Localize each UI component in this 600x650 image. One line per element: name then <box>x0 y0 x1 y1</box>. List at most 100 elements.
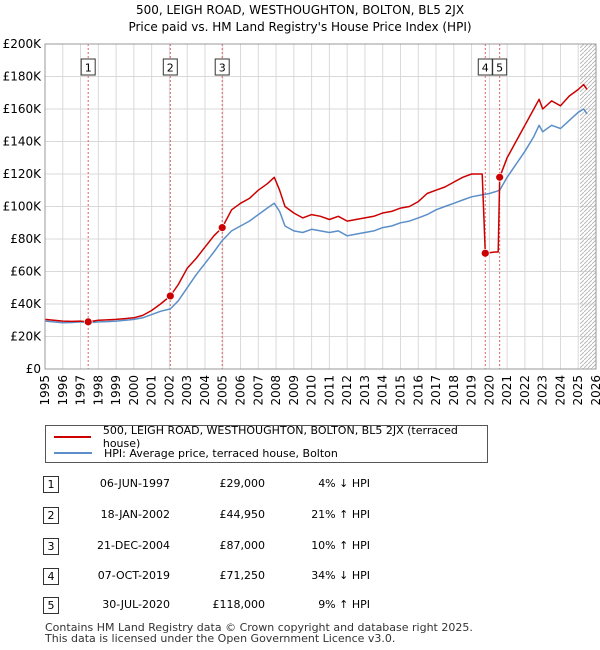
x-tick-label: 2008 <box>269 375 283 406</box>
x-tick-label: 2021 <box>500 375 514 406</box>
x-tick-label: 2001 <box>145 375 159 406</box>
transaction-label-box <box>492 58 508 76</box>
row-date: 21-DEC-2004 <box>96 539 170 552</box>
x-tick-label: 1996 <box>56 375 70 406</box>
transaction-label-box <box>214 58 230 76</box>
property-price-line <box>44 83 588 323</box>
sale-marker <box>480 248 490 258</box>
plot-border <box>44 43 597 370</box>
x-tick-label: 2026 <box>589 375 600 406</box>
row-price: £29,000 <box>219 477 266 490</box>
legend: 500, LEIGH ROAD, WESTHOUGHTON, BOLTON, B… <box>45 424 488 463</box>
row-price: £87,000 <box>219 539 266 552</box>
row-date: 30-JUL-2020 <box>102 598 170 611</box>
table-row: 3 21-DEC-2004 £87,000 10% ↑ HPI <box>0 538 600 556</box>
row-number-badge: 5 <box>43 597 59 614</box>
transaction-label: 4 <box>482 62 489 75</box>
x-tick-label: 2018 <box>447 375 461 406</box>
row-number-badge: 1 <box>43 476 59 493</box>
legend-blue-swatch <box>54 452 92 454</box>
footer: Contains HM Land Registry data © Crown c… <box>45 622 473 644</box>
x-tick-label: 2005 <box>216 375 230 406</box>
footer-copyright: Contains HM Land Registry data © Crown c… <box>45 621 473 634</box>
x-tick-label: 1999 <box>109 375 123 406</box>
x-tick-label: 2014 <box>376 375 390 406</box>
x-tick-label: 2003 <box>180 375 194 406</box>
x-tick-label: 2017 <box>429 375 443 406</box>
row-price: £71,250 <box>219 569 266 582</box>
row-number-badge: 2 <box>43 507 59 524</box>
row-date: 18-JAN-2002 <box>100 508 170 521</box>
legend-item-hpi: HPI: Average price, terraced house, Bolt… <box>54 445 338 461</box>
x-tick-label: 2006 <box>234 375 248 406</box>
x-tick-label: 2015 <box>393 375 407 406</box>
y-tick-label: £60K <box>10 265 42 279</box>
x-tick-label: 2016 <box>411 375 425 406</box>
legend-red-swatch <box>54 436 91 438</box>
table-row: 2 18-JAN-2002 £44,950 21% ↑ HPI <box>0 507 600 525</box>
row-hpi-delta: 34% ↓ HPI <box>311 569 370 582</box>
x-tick-label: 2010 <box>305 375 319 406</box>
transaction-label: 5 <box>496 62 503 75</box>
row-hpi-delta: 21% ↑ HPI <box>311 508 370 521</box>
x-tick-label: 2025 <box>571 375 585 406</box>
x-tick-label: 2007 <box>251 375 265 406</box>
row-number-badge: 3 <box>43 538 59 555</box>
x-tick-label: 2013 <box>358 375 372 406</box>
table-row: 1 06-JUN-1997 £29,000 4% ↓ HPI <box>0 476 600 494</box>
x-tick-label: 2002 <box>162 375 176 406</box>
y-tick-label: £140K <box>3 135 43 149</box>
transaction-label: 1 <box>85 62 92 75</box>
x-tick-label: 2000 <box>127 375 141 406</box>
legend-hpi-label: HPI: Average price, terraced house, Bolt… <box>104 446 338 460</box>
y-tick-label: £80K <box>10 232 42 246</box>
axes: £0 £20K £40K £60K £80K £100K £120K £140K £160K £1… <box>3 37 600 406</box>
chart-subtitle: Price paid vs. HM Land Registry's House … <box>128 20 471 34</box>
x-tick-label: 2011 <box>322 375 336 406</box>
x-tick-label: 1998 <box>91 375 105 406</box>
row-price: £44,950 <box>219 508 266 521</box>
transaction-label-box <box>80 58 96 76</box>
sale-marker <box>165 291 175 301</box>
forecast-hatch <box>580 44 596 369</box>
sale-marker <box>495 172 505 182</box>
legend-property-label: 500, LEIGH ROAD, WESTHOUGHTON, BOLTON, B… <box>102 424 458 450</box>
row-date: 07-OCT-2019 <box>97 569 170 582</box>
y-tick-label: £100K <box>3 200 43 214</box>
row-hpi-delta: 10% ↑ HPI <box>311 539 370 552</box>
row-date: 06-JUN-1997 <box>99 477 170 490</box>
y-tick-label: £0 <box>26 362 41 376</box>
row-hpi-delta: 4% ↓ HPI <box>318 477 370 490</box>
x-tick-label: 2022 <box>518 375 532 406</box>
footer-licence: This data is licensed under the Open Gov… <box>45 632 396 645</box>
forecast-region <box>580 44 596 369</box>
table-row: 4 07-OCT-2019 £71,250 34% ↓ HPI <box>0 568 600 586</box>
hpi-line <box>44 108 588 324</box>
table-row: 5 30-JUL-2020 £118,000 9% ↑ HPI <box>0 597 600 615</box>
x-tick-label: 2020 <box>482 375 496 406</box>
row-price: £118,000 <box>212 598 266 611</box>
x-tick-label: 1997 <box>74 375 88 406</box>
legend-item-property: 500, LEIGH ROAD, WESTHOUGHTON, BOLTON, B… <box>54 424 487 450</box>
sale-marker <box>83 317 93 327</box>
y-tick-label: £20K <box>10 330 42 344</box>
y-tick-label: £120K <box>3 167 43 181</box>
x-tick-label: 1995 <box>38 375 52 406</box>
transaction-label-box <box>162 58 178 76</box>
x-tick-label: 2023 <box>536 375 550 406</box>
chart-title: 500, LEIGH ROAD, WESTHOUGHTON, BOLTON, B… <box>136 3 464 17</box>
row-hpi-delta: 9% ↑ HPI <box>318 598 370 611</box>
row-number-badge: 4 <box>43 568 59 585</box>
transaction-label: 3 <box>219 62 226 75</box>
x-tick-label: 2004 <box>198 375 212 406</box>
x-tick-label: 2009 <box>287 375 301 406</box>
x-tick-label: 2024 <box>553 375 567 406</box>
sale-marker <box>217 223 227 233</box>
y-tick-label: £200K <box>3 37 43 51</box>
x-tick-label: 2012 <box>340 375 354 406</box>
y-tick-label: £160K <box>3 102 43 116</box>
y-tick-label: £40K <box>10 297 42 311</box>
x-tick-label: 2019 <box>465 375 479 406</box>
transaction-label: 2 <box>167 62 174 75</box>
